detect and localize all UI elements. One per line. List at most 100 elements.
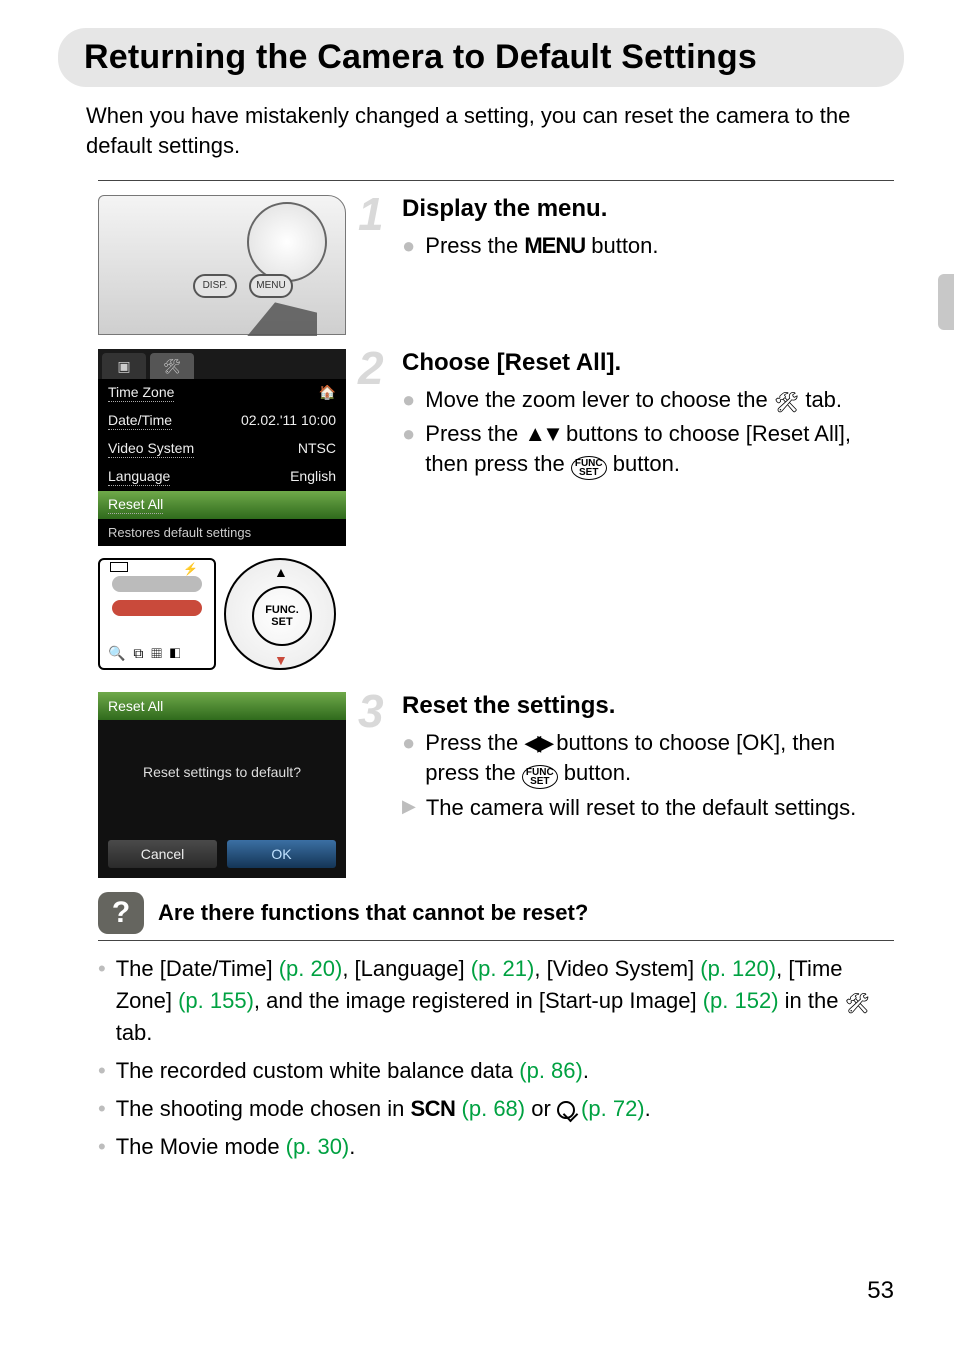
tools-tab-icon: 🛠 [774,390,799,417]
thumb-tab [938,274,954,330]
control-dial-icon [247,202,327,282]
bullet-text: The camera will reset to the default set… [426,793,856,823]
step-title: Reset the settings. [402,692,894,720]
bullet-icon: • [98,953,106,1049]
menu-footer: Restores default settings [98,519,346,540]
step-content: Display the menu. ●Press the MENU button… [402,195,894,265]
menu-button-icon: MENU [249,274,293,298]
control-wheel-icon: ▲ FUNC.SET ▼ [224,558,336,670]
page-reference-link[interactable]: (p. 72) [581,1096,645,1121]
finger-press-icon [247,302,317,336]
menu-item: Language English [98,463,346,491]
menu-item-label: Date/Time [108,412,172,430]
bullet-icon: ● [402,419,415,449]
menu-item-value: English [290,468,336,486]
page-reference-link[interactable]: (p. 20) [279,956,343,981]
camera-tab-icon: ▣ [102,353,146,379]
page-title: Returning the Camera to Default Settings [84,38,878,77]
cancel-button: Cancel [108,840,217,868]
zoom-arc-red-icon [112,600,202,616]
faq-text: , and the image registered in [Start-up … [254,988,703,1013]
step-illustration: ▣ 🛠 Time Zone 🏠 Date/Time 02.02.'11 10:0… [98,349,358,678]
ok-button: OK [227,840,336,868]
instruction-bullet: ●Move the zoom lever to choose the 🛠 tab… [402,385,894,415]
reset-dialog-question: Reset settings to default? [98,764,346,780]
menu-item: Video System NTSC [98,435,346,463]
zoom-lever-tile: ⚡ 🔍 ⧉ ▦ ◧ [98,558,216,670]
func-set-center-icon: FUNC.SET [252,586,312,646]
tools-tab-icon: 🛠 [845,990,870,1019]
instruction-bullet: ●Press the ◀▶ buttons to choose [OK], th… [402,728,894,789]
page: Returning the Camera to Default Settings… [0,0,954,1345]
menu-item-value: 🏠 [319,384,336,402]
menu-item: Date/Time 02.02.'11 10:00 [98,407,346,435]
step-number: 1 [358,191,402,265]
reset-dialog-header: Reset All [98,692,346,720]
page-number: 53 [867,1277,894,1305]
page-reference-link[interactable]: (p. 30) [286,1134,350,1159]
faq-item: • The shooting mode chosen in SCN (p. 68… [98,1093,894,1125]
battery-icon [110,562,128,572]
menu-item-value: NTSC [298,440,336,458]
menu-item-label: Time Zone [108,384,174,402]
bullet-icon: • [98,1093,106,1125]
step-content: Choose [Reset All]. ●Move the zoom lever… [402,349,894,484]
step-number: 2 [358,345,402,484]
controls-illustration: ⚡ 🔍 ⧉ ▦ ◧ ▲ FUNC.SET ▼ [98,558,346,678]
page-reference-link[interactable]: (p. 86) [519,1058,583,1083]
page-reference-link[interactable]: (p. 120) [700,956,776,981]
step-illustration: Reset All Reset settings to default? Can… [98,692,358,878]
wheel-down-arrow-icon: ▼ [274,652,288,668]
faq-text: The recorded custom white balance data [116,1058,520,1083]
page-reference-link[interactable]: (p. 155) [178,988,254,1013]
faq-text: or [525,1096,557,1121]
up-down-arrows-icon: ▲▼ [524,421,560,446]
page-reference-link[interactable]: (p. 21) [471,956,535,981]
faq-text: . [645,1096,651,1121]
section-divider [98,180,894,181]
func-set-icon: FUNCSET [571,456,607,480]
bullet-text: Press the ▲▼ buttons to choose [Reset Al… [425,419,894,480]
faq-item-text: The [Date/Time] (p. 20), [Language] (p. … [116,953,894,1049]
instruction-bullet: ●Press the MENU button. [402,231,894,261]
flash-icon: ⚡ [183,562,198,576]
result-arrow-icon: ▶ [402,793,416,820]
instruction-bullet: ● Press the ▲▼ buttons to choose [Reset A… [402,419,894,480]
page-title-banner: Returning the Camera to Default Settings [58,28,904,87]
left-right-arrows-icon: ◀▶ [524,730,550,755]
faq-text: , [Language] [342,956,470,981]
menu-item: Reset All [98,491,346,519]
faq-text: . [349,1134,355,1159]
menu-tabs: ▣ 🛠 [98,349,346,379]
faq-title: Are there functions that cannot be reset… [158,900,588,926]
faq-item: • The Movie mode (p. 30). [98,1131,894,1163]
camera-back-illustration: DISP. MENU [98,195,346,335]
intro-paragraph: When you have mistakenly changed a setti… [86,101,894,160]
menu-item-value: 02.02.'11 10:00 [241,412,336,430]
faq-item-text: The recorded custom white balance data (… [116,1055,589,1087]
faq-text: The shooting mode chosen in [116,1096,411,1121]
bullet-text: Move the zoom lever to choose the 🛠 tab. [425,385,842,415]
bullet-icon: • [98,1055,106,1087]
creative-filter-icon [557,1101,575,1119]
menu-item: Time Zone 🏠 [98,379,346,407]
mode-icons-row: 🔍 ⧉ ▦ ◧ [108,645,182,662]
faq-divider [98,940,894,941]
question-mark-icon: ? [98,892,144,934]
steps-list: DISP. MENU 1 Display the menu. ●Press th… [98,195,894,878]
menu-label-icon: MENU [524,233,585,258]
step-title: Display the menu. [402,195,894,223]
tools-tab-icon: 🛠 [150,353,194,379]
faq-section: ? Are there functions that cannot be res… [98,892,894,941]
zoom-arc-gray-icon [112,576,202,592]
faq-list: • The [Date/Time] (p. 20), [Language] (p… [98,953,894,1162]
step-content: Reset the settings. ●Press the ◀▶ button… [402,692,894,826]
page-reference-link[interactable]: (p. 68) [462,1096,526,1121]
disp-button-icon: DISP. [193,274,237,298]
page-reference-link[interactable]: (p. 152) [703,988,779,1013]
menu-item-label: Reset All [108,496,163,514]
faq-text: The Movie mode [116,1134,286,1159]
instruction-bullet: ▶ The camera will reset to the default se… [402,793,894,823]
bullet-icon: • [98,1131,106,1163]
wheel-up-arrow-icon: ▲ [274,564,288,580]
